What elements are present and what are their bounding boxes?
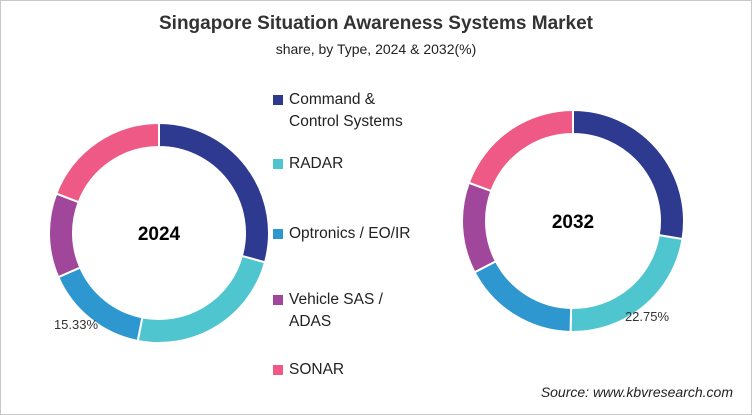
data-label: 22.75% bbox=[625, 309, 670, 324]
donut-center-label: 2032 bbox=[552, 212, 594, 233]
legend-label: Vehicle SAS / bbox=[289, 291, 383, 308]
donut-slice-2032-4 bbox=[467, 108, 574, 193]
donut-slice-2024-1 bbox=[136, 254, 267, 344]
legend-label: SONAR bbox=[289, 361, 345, 378]
donut-slice-2024-3 bbox=[48, 192, 82, 279]
donut-slice-2024-4 bbox=[55, 121, 160, 204]
source-note: Source: www.kbvresearch.com bbox=[540, 384, 733, 400]
legend-label: RADAR bbox=[289, 155, 344, 172]
chart-subtitle: share, by Type, 2024 & 2032(%) bbox=[275, 41, 477, 57]
legend-swatch bbox=[273, 95, 283, 105]
donut-slice-2032-2 bbox=[473, 259, 573, 333]
data-label: 15.33% bbox=[54, 317, 99, 332]
donut-center-label: 2024 bbox=[138, 224, 181, 245]
legend-label: Control Systems bbox=[289, 113, 403, 130]
chart-title: Singapore Situation Awareness Systems Ma… bbox=[159, 13, 593, 34]
legend-swatch bbox=[273, 295, 283, 305]
legend-swatch bbox=[273, 229, 283, 239]
legend-label: Command & bbox=[289, 91, 376, 108]
legend-label: Optronics / EO/IR bbox=[289, 225, 411, 242]
legend-swatch bbox=[273, 365, 283, 375]
donut-slice-2032-3 bbox=[461, 181, 498, 274]
legend-swatch bbox=[273, 159, 283, 169]
legend-label: ADAS bbox=[289, 313, 332, 330]
